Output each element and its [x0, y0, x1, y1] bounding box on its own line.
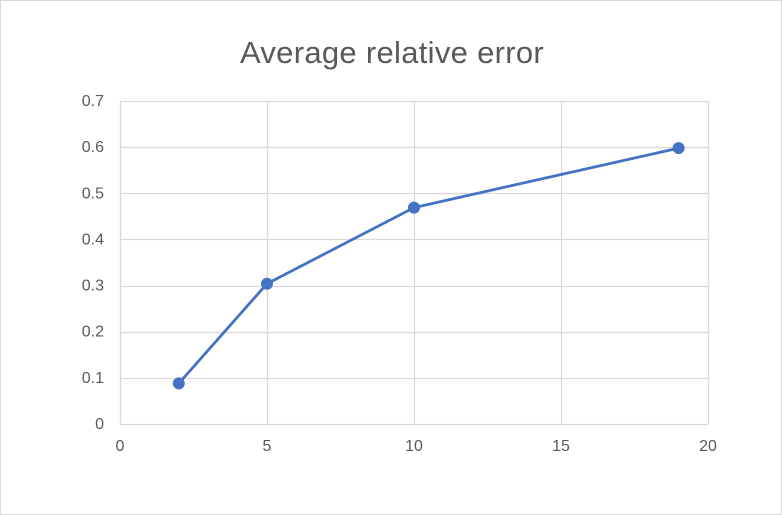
chart-title: Average relative error [239, 35, 545, 70]
y-tick-label: 0.7 [82, 93, 104, 110]
y-tick-label: 0.1 [82, 370, 104, 387]
data-point [408, 201, 420, 214]
data-point [172, 377, 185, 390]
data-point [261, 277, 273, 290]
y-tick-label: 0.2 [82, 324, 104, 341]
y-tick-label: 0.5 [82, 185, 104, 202]
y-tick-label: 0.3 [82, 278, 104, 295]
x-tick-label: 0 [116, 438, 125, 455]
grid-lines [119, 100, 710, 426]
data-point [672, 142, 685, 155]
series-line [177, 146, 679, 385]
axis-labels: 0 0.1 0.2 0.3 0.4 0.5 0.6 0.7 0 5 10 15 20 [82, 93, 717, 455]
y-tick-label: 0.6 [82, 139, 104, 156]
y-tick-label: 0 [95, 416, 104, 433]
x-tick-label: 20 [699, 438, 717, 455]
x-tick-label: 5 [263, 438, 272, 455]
x-tick-label: 10 [405, 438, 423, 455]
data-series [172, 142, 685, 390]
y-tick-label: 0.4 [82, 231, 104, 248]
x-tick-label: 15 [552, 438, 570, 455]
